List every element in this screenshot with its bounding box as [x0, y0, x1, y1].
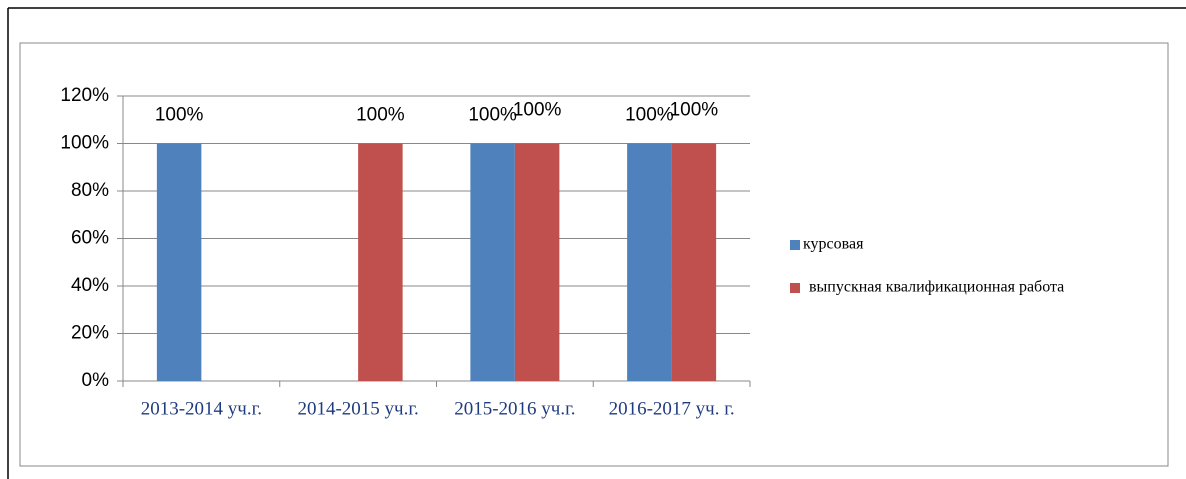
data-label: 100% — [670, 100, 719, 121]
data-label: 100% — [356, 105, 405, 126]
y-tick-label: 20% — [71, 323, 109, 344]
bar — [514, 143, 560, 381]
x-tick-label: 2013-2014 уч.г. — [141, 398, 262, 419]
data-label: 100% — [468, 105, 517, 126]
data-label: 100% — [625, 105, 674, 126]
y-tick-label: 0% — [82, 370, 110, 391]
data-label: 100% — [155, 105, 204, 126]
bar — [470, 143, 515, 381]
bar — [671, 143, 717, 381]
bar — [156, 143, 202, 381]
y-tick-label: 100% — [60, 133, 109, 154]
legend-swatch — [790, 240, 800, 250]
x-tick-label: 2015-2016 уч.г. — [454, 398, 575, 419]
y-tick-label: 80% — [71, 180, 109, 201]
y-tick-label: 120% — [60, 85, 109, 106]
y-tick-label: 60% — [71, 228, 109, 249]
data-label: 100% — [513, 100, 562, 121]
legend-swatch — [790, 283, 800, 293]
bar — [358, 143, 403, 381]
x-tick-label: 2016-2017 уч. г. — [609, 398, 735, 419]
y-tick-label: 40% — [71, 275, 109, 296]
chart-area — [19, 42, 1169, 467]
legend-label: выпускная квалификационная работа — [809, 279, 1064, 296]
legend-label: курсовая — [803, 236, 864, 253]
bar — [627, 143, 672, 381]
x-tick-label: 2014-2015 уч.г. — [297, 398, 418, 419]
